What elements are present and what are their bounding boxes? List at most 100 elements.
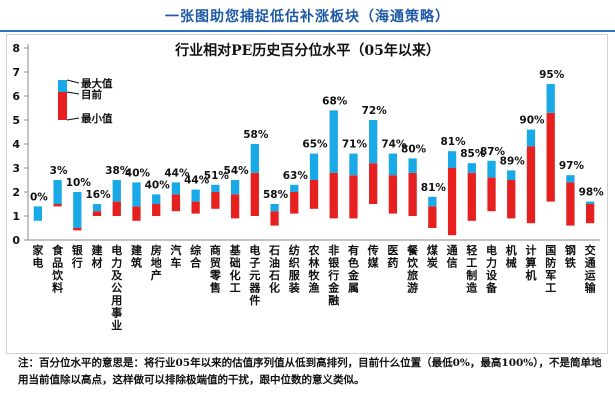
bar-min-to-current [73, 228, 82, 231]
category-label-char: 力 [486, 256, 497, 270]
category-label: 电子元器件 [248, 243, 261, 307]
bar-current-to-max [250, 144, 259, 173]
bar-min-to-current [309, 180, 319, 209]
category-label-char: 非 [328, 243, 339, 257]
bar-min-to-current [369, 163, 378, 204]
category-label-char: 家 [32, 243, 44, 257]
bar-min-to-current [230, 194, 240, 219]
category-label-char: 零 [209, 269, 222, 282]
legend-swatch-max [58, 80, 67, 92]
category-label-char: 防 [545, 256, 556, 270]
bar-current-to-max [92, 204, 102, 212]
category-label-char: 信 [447, 256, 458, 270]
bar-current-to-max [53, 180, 62, 204]
percentile-label: 38% [105, 165, 131, 177]
bar-min-to-current [408, 172, 417, 216]
bar-current-to-max [290, 184, 299, 192]
category-label-char: 炭 [427, 256, 438, 270]
category-label-char: 餐 [406, 243, 419, 257]
category-label-char: 制 [466, 268, 477, 282]
category-label-char: 电 [111, 243, 122, 257]
percentile-label: 40% [145, 179, 171, 191]
category-label: 家电 [32, 243, 44, 270]
y-tick-label: 1 [12, 210, 20, 223]
percentile-label: 16% [85, 189, 111, 201]
category-label-char: 行 [327, 268, 339, 282]
y-tick-label: 4 [12, 138, 20, 151]
bar-current-to-max [467, 163, 476, 173]
category-label-char: 械 [506, 256, 517, 270]
bar-min-to-current [329, 172, 338, 219]
percentile-label: 58% [243, 129, 269, 141]
category-label: 煤炭 [427, 243, 439, 270]
bar-current-to-max [191, 189, 200, 202]
percentile-label: 72% [362, 105, 388, 117]
legend-label: 目前 [81, 88, 102, 101]
category-label-char: 建 [131, 243, 143, 257]
category-label-char: 军 [545, 269, 556, 282]
category-label: 基础化工 [229, 243, 242, 295]
category-label-char: 行 [71, 256, 83, 270]
percentile-label: 63% [283, 170, 309, 182]
category-label-char: 媒 [367, 256, 380, 270]
category-label-char: 力 [111, 256, 122, 270]
percentile-label: 74% [381, 139, 407, 151]
percentile-label: 98% [579, 187, 605, 199]
category-label: 石油石化 [268, 244, 280, 295]
category-label: 通信 [447, 244, 458, 270]
percentile-label: 89% [500, 155, 526, 167]
bar-min-to-current [546, 112, 555, 202]
bar-current-to-max [230, 180, 240, 195]
legend-label: 最小值 [81, 112, 113, 125]
category-label-char: 车 [170, 256, 181, 270]
bar-min-to-current [585, 204, 595, 224]
bar-current-to-max [408, 158, 417, 173]
percentile-label: 44% [184, 175, 210, 187]
percentile-label: 10% [66, 177, 92, 189]
category-label-char: 牧 [309, 268, 321, 282]
category-label: 农林牧渔 [308, 243, 321, 295]
category-label-char: 工 [545, 282, 556, 295]
category-label-char: 银 [328, 256, 340, 270]
category-label: 计算机 [524, 243, 536, 282]
percentile-label: 54% [224, 165, 250, 177]
category-label-char: 用 [111, 294, 122, 307]
category-label: 食品饮料 [51, 243, 64, 295]
category-label-char: 传 [367, 243, 379, 257]
bar-current-to-max [211, 184, 220, 192]
category-label-char: 地 [151, 256, 162, 270]
category-label-char: 纺 [289, 243, 300, 257]
category-label-char: 合 [190, 256, 202, 270]
category-label-char: 机 [525, 268, 536, 282]
bar-current-to-max [152, 194, 161, 204]
category-label-char: 子 [249, 257, 260, 270]
bar-current-to-max [349, 153, 358, 176]
percentile-label: 44% [164, 167, 190, 179]
y-tick-label: 0 [12, 234, 20, 247]
percentile-label: 68% [322, 95, 348, 107]
chart-title: 行业相对PE历史百分位水平（05年以来） [175, 43, 440, 59]
category-label-char: 备 [485, 281, 498, 295]
category-label-char: 贸 [210, 256, 221, 270]
category-label-char: 织 [289, 256, 300, 270]
category-label: 有色金属 [347, 243, 360, 295]
category-label-char: 料 [52, 281, 63, 295]
category-label: 综合 [190, 243, 202, 270]
category-label: 商贸零售 [209, 243, 222, 295]
bar-min-to-current [270, 211, 279, 226]
category-label-char: 石 [268, 244, 280, 257]
bar-min-to-current [349, 175, 358, 219]
category-label-char: 器 [248, 282, 261, 295]
category-label-char: 工 [230, 282, 241, 295]
category-label: 国防军工 [545, 244, 556, 295]
category-label-char: 材 [92, 256, 103, 270]
category-label-char: 及 [111, 269, 123, 282]
category-label-char: 房 [151, 243, 162, 257]
category-label-char: 有 [348, 243, 359, 257]
category-label: 交通运输 [585, 243, 597, 295]
category-label-char: 金 [327, 281, 340, 295]
bar-min-to-current [507, 180, 516, 219]
bar-current-to-max [112, 180, 121, 202]
bar-current-to-max [487, 160, 496, 178]
category-label-char: 汽 [170, 243, 181, 257]
